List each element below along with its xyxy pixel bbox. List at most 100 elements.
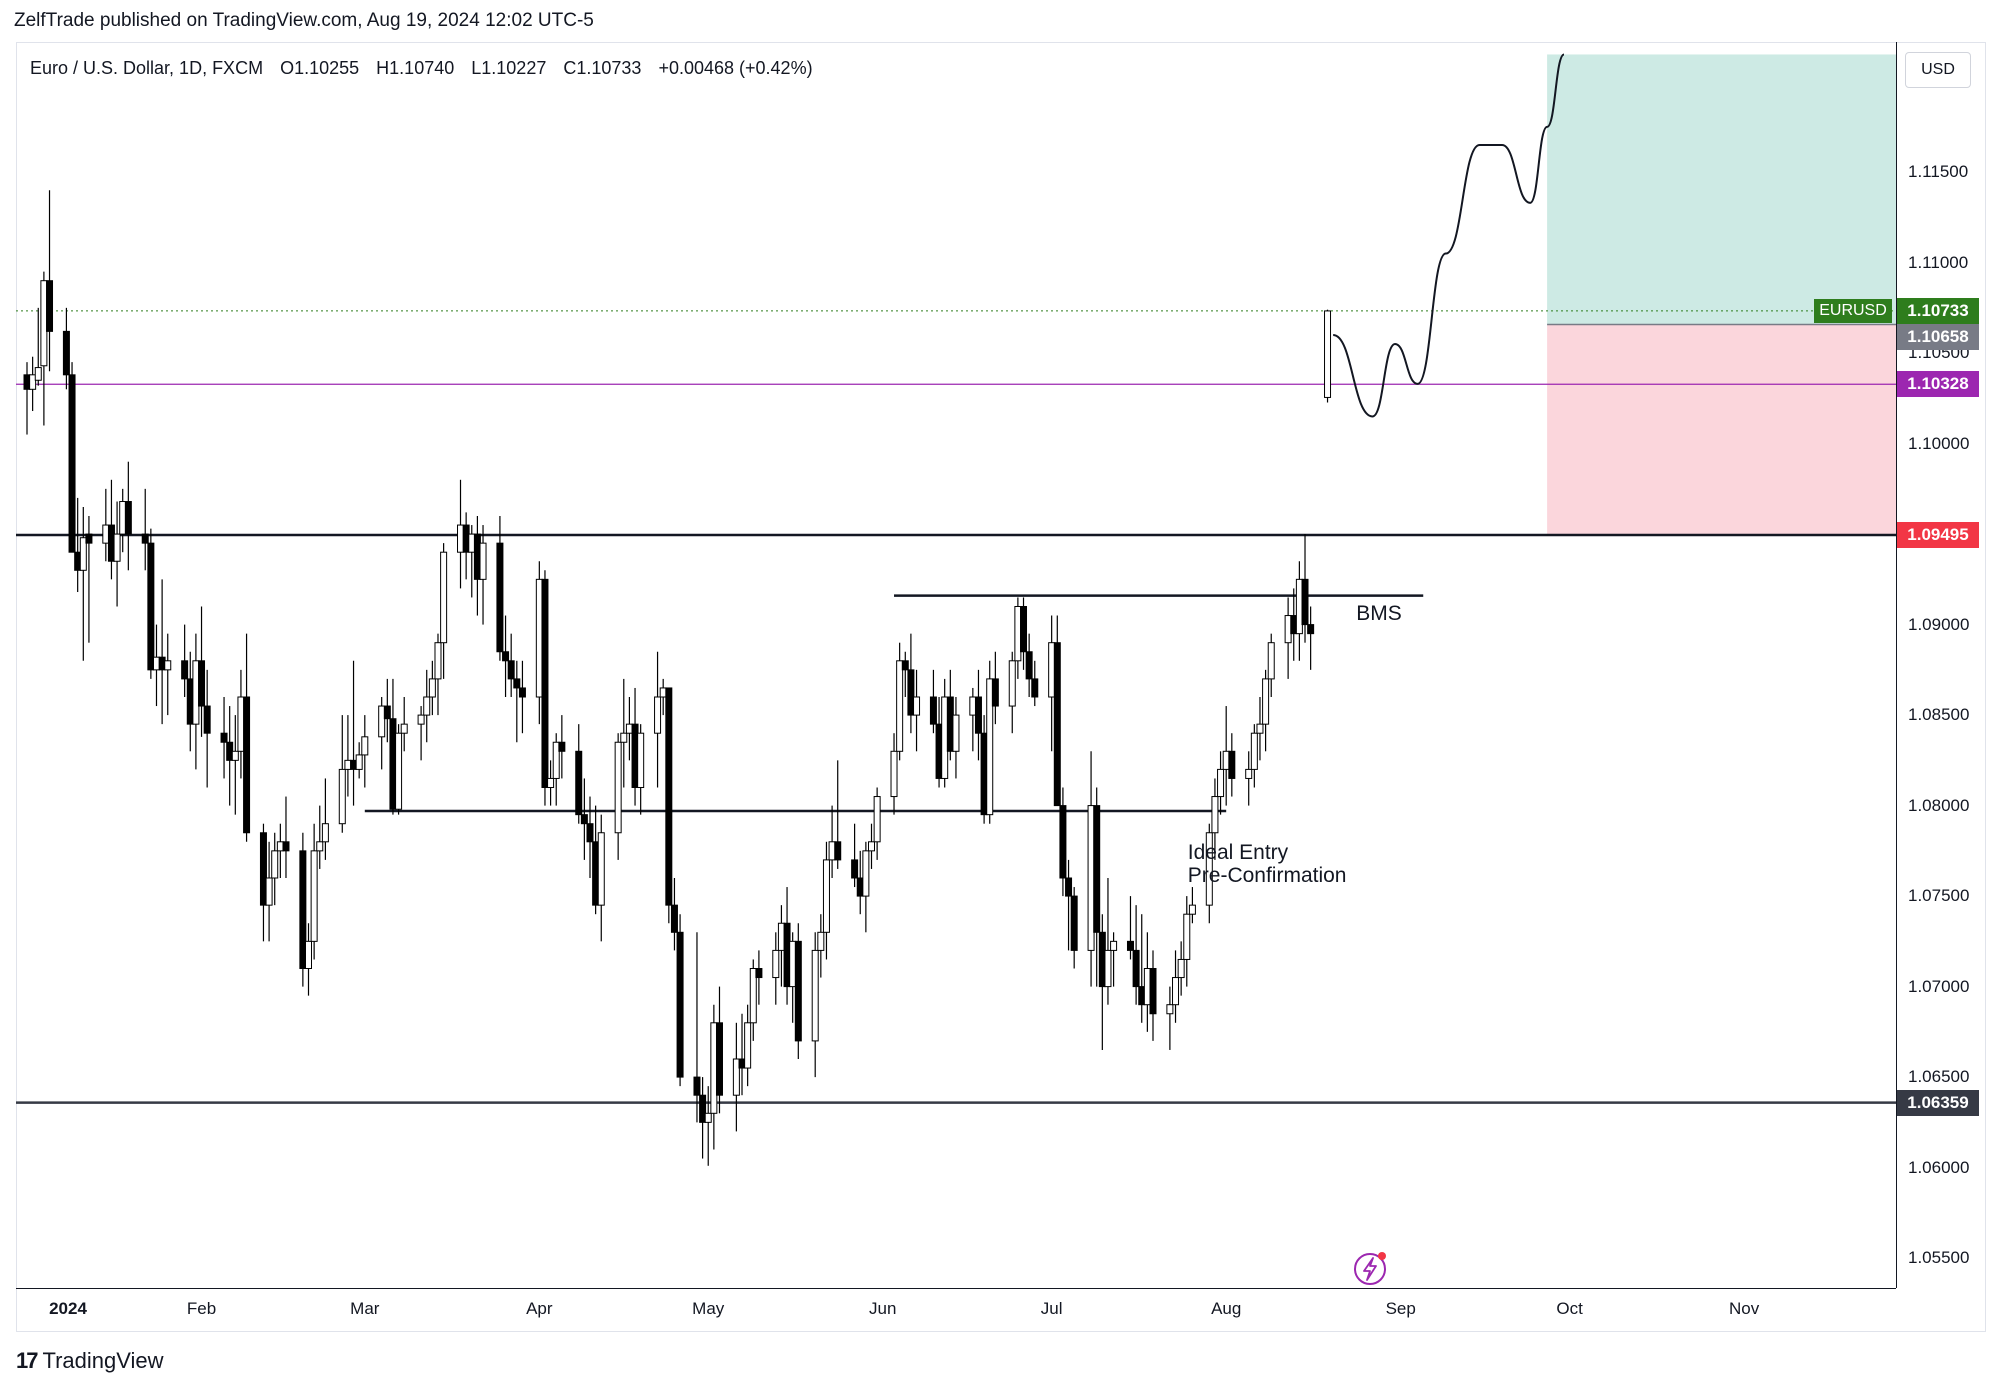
candle-body[interactable] <box>1245 768 1253 779</box>
candle-body[interactable] <box>496 542 504 653</box>
candle-body[interactable] <box>552 741 560 779</box>
candle-body[interactable] <box>710 1022 718 1114</box>
candle-body[interactable] <box>1031 678 1039 698</box>
candle-body[interactable] <box>389 718 397 810</box>
level-price-label[interactable]: 1.10328 <box>1897 371 1979 398</box>
candle-body[interactable] <box>40 280 48 367</box>
candle-body[interactable] <box>383 705 391 720</box>
candle-body[interactable] <box>1104 949 1112 988</box>
candle-body[interactable] <box>1228 750 1236 779</box>
candle-body[interactable] <box>181 660 189 680</box>
candle-body[interactable] <box>862 850 870 897</box>
candle-body[interactable] <box>1324 310 1332 398</box>
tradingview-logo[interactable]: 17 TradingView <box>16 1348 164 1374</box>
price-axis[interactable] <box>1896 42 1987 1288</box>
candle-body[interactable] <box>586 823 594 843</box>
candle-body[interactable] <box>1132 949 1140 988</box>
candle-body[interactable] <box>1250 732 1258 770</box>
candle-body[interactable] <box>434 642 442 680</box>
candle-body[interactable] <box>513 678 521 689</box>
candle-body[interactable] <box>158 656 166 671</box>
candle-body[interactable] <box>1290 615 1298 635</box>
candle-body[interactable] <box>1222 750 1230 770</box>
candle-body[interactable] <box>535 578 543 698</box>
candle-body[interactable] <box>102 524 110 544</box>
candle-body[interactable] <box>580 814 588 825</box>
candle-body[interactable] <box>896 660 904 752</box>
candle-body[interactable] <box>457 524 465 553</box>
candle-body[interactable] <box>23 374 31 390</box>
candle-body[interactable] <box>817 931 825 951</box>
lightning-alert-icon[interactable] <box>1352 1249 1392 1289</box>
candle-body[interactable] <box>1087 805 1095 951</box>
candle-body[interactable] <box>541 578 549 788</box>
last-price-label[interactable]: 1.10733 <box>1897 297 1979 324</box>
symbol-description[interactable]: Euro / U.S. Dollar, 1D, FXCM <box>30 58 264 78</box>
candle-body[interactable] <box>502 651 510 662</box>
candle-body[interactable] <box>974 696 982 734</box>
candle-body[interactable] <box>614 741 622 834</box>
candle-body[interactable] <box>851 859 859 879</box>
candle-body[interactable] <box>147 542 155 671</box>
candle-body[interactable] <box>124 501 132 535</box>
candle-body[interactable] <box>783 922 791 988</box>
stop-zone[interactable] <box>1547 324 1896 536</box>
candle-body[interactable] <box>1143 968 1151 1006</box>
candle-body[interactable] <box>395 732 403 810</box>
candle-body[interactable] <box>575 750 583 816</box>
candle-body[interactable] <box>321 823 329 843</box>
stop-price-label[interactable]: 1.09495 <box>1897 522 1979 548</box>
candle-body[interactable] <box>198 660 206 707</box>
candle-body[interactable] <box>1093 805 1101 933</box>
candle-body[interactable] <box>699 1094 707 1123</box>
candle-body[interactable] <box>507 660 515 680</box>
candle-body[interactable] <box>400 723 408 734</box>
candle-body[interactable] <box>1059 805 1067 879</box>
candle-body[interactable] <box>164 660 172 671</box>
candle-body[interactable] <box>822 859 830 933</box>
currency-selector[interactable]: USD <box>1905 52 1971 88</box>
candle-body[interactable] <box>828 841 836 861</box>
candle-body[interactable] <box>1070 895 1078 951</box>
candle-body[interactable] <box>744 1022 752 1069</box>
symbol-price-label[interactable]: EURUSD <box>1814 298 1892 323</box>
candle-body[interactable] <box>344 759 352 770</box>
candle-body[interactable] <box>107 524 115 562</box>
candle-body[interactable] <box>1284 615 1292 644</box>
candle-body[interactable] <box>473 533 481 580</box>
candle-body[interactable] <box>141 533 149 544</box>
candle-body[interactable] <box>777 922 785 951</box>
candle-body[interactable] <box>79 537 87 571</box>
candle-body[interactable] <box>231 750 239 761</box>
candle-body[interactable] <box>113 533 121 562</box>
candle-body[interactable] <box>1020 606 1028 653</box>
projected-path-drawing[interactable] <box>1332 53 1565 418</box>
candle-body[interactable] <box>186 678 194 725</box>
candle-body[interactable] <box>1177 958 1185 979</box>
candle-body[interactable] <box>423 696 431 716</box>
candle-body[interactable] <box>946 696 954 752</box>
candle-body[interactable] <box>670 904 678 933</box>
candle-body[interactable] <box>597 832 605 906</box>
candle-body[interactable] <box>62 330 70 376</box>
candle-body[interactable] <box>265 877 273 906</box>
candle-body[interactable] <box>1110 940 1118 951</box>
candle-body[interactable] <box>1048 642 1056 698</box>
candle-body[interactable] <box>74 551 82 571</box>
candle-body[interactable] <box>237 696 245 752</box>
candle-body[interactable] <box>1301 578 1309 626</box>
candle-body[interactable] <box>192 660 200 725</box>
candle-body[interactable] <box>941 696 949 779</box>
candle-body[interactable] <box>665 687 673 906</box>
target-zone[interactable] <box>1547 54 1896 325</box>
candle-body[interactable] <box>755 968 763 979</box>
candle-body[interactable] <box>1138 986 1146 1006</box>
candle-body[interactable] <box>620 732 628 743</box>
candle-body[interactable] <box>440 551 448 644</box>
candle-body[interactable] <box>85 533 93 544</box>
candle-body[interactable] <box>34 367 42 381</box>
candle-body[interactable] <box>282 841 290 852</box>
candle-body[interactable] <box>1267 642 1275 680</box>
candle-body[interactable] <box>46 280 54 332</box>
